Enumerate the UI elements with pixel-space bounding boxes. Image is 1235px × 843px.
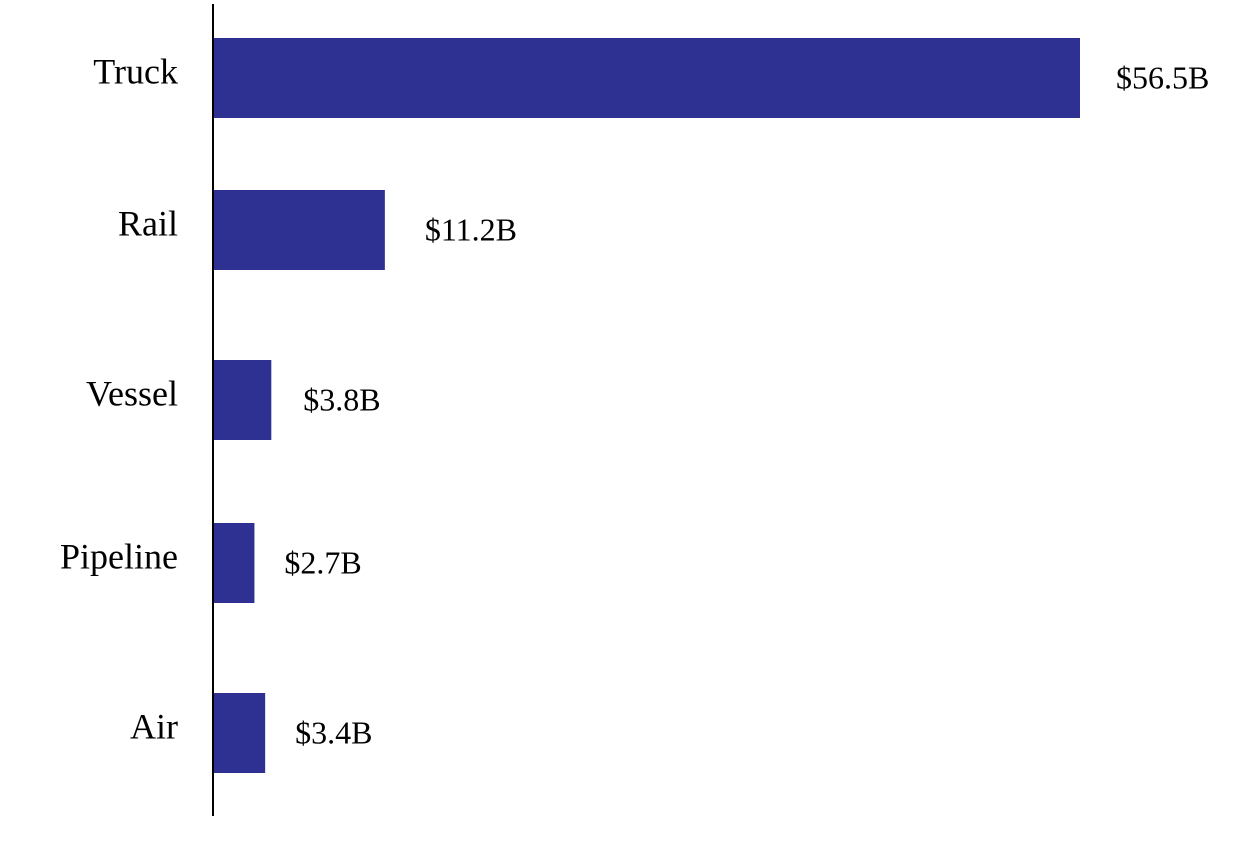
bars-group bbox=[213, 38, 1080, 773]
bar-air bbox=[213, 693, 266, 773]
category-label-vessel: Vessel bbox=[86, 373, 178, 413]
category-label-rail: Rail bbox=[118, 203, 178, 243]
category-labels-group: Truck Rail Vessel Pipeline Air bbox=[60, 51, 178, 746]
bar-pipeline bbox=[213, 523, 255, 603]
value-label-vessel: $3.8B bbox=[303, 381, 380, 417]
bar-vessel bbox=[213, 360, 272, 440]
category-label-truck: Truck bbox=[93, 51, 178, 91]
value-label-air: $3.4B bbox=[295, 714, 372, 750]
value-label-pipeline: $2.7B bbox=[284, 544, 361, 580]
value-label-truck: $56.5B bbox=[1116, 59, 1209, 95]
bar-truck bbox=[213, 38, 1080, 118]
value-labels-group: $56.5B $11.2B $3.8B $2.7B $3.4B bbox=[284, 59, 1209, 750]
value-label-rail: $11.2B bbox=[425, 211, 517, 247]
category-label-air: Air bbox=[130, 706, 178, 746]
category-label-pipeline: Pipeline bbox=[60, 536, 178, 576]
bar-rail bbox=[213, 190, 385, 270]
